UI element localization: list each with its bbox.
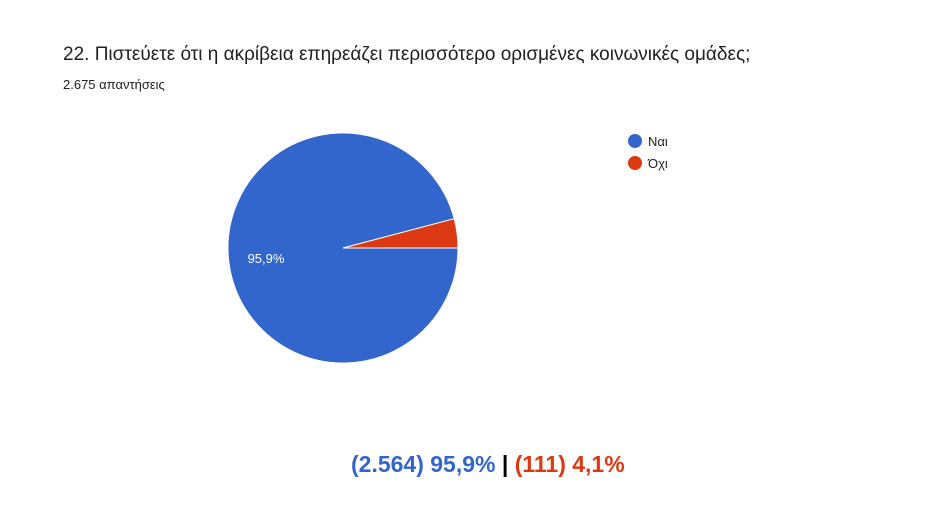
question-title: 22. Πιστεύετε ότι η ακρίβεια επηρεάζει π…: [63, 44, 751, 65]
summary-text: (2.564) 95,9% | (111) 4,1%: [351, 451, 625, 478]
legend-item-yes[interactable]: Ναι: [628, 130, 668, 152]
response-count: 2.675 απαντήσεις: [63, 77, 165, 92]
legend-swatch-icon: [628, 134, 642, 148]
summary-separator: |: [501, 451, 509, 477]
legend: Ναι Όχι: [628, 130, 668, 174]
summary-yes: (2.564) 95,9%: [351, 451, 496, 477]
data-label: 95,9%: [248, 251, 285, 266]
legend-label: Όχι: [648, 155, 668, 171]
legend-item-no[interactable]: Όχι: [628, 152, 668, 174]
legend-swatch-icon: [628, 156, 642, 170]
pie-slice-no[interactable]: [342, 218, 459, 249]
legend-label: Ναι: [648, 133, 668, 149]
summary-no: (111) 4,1%: [514, 451, 625, 477]
